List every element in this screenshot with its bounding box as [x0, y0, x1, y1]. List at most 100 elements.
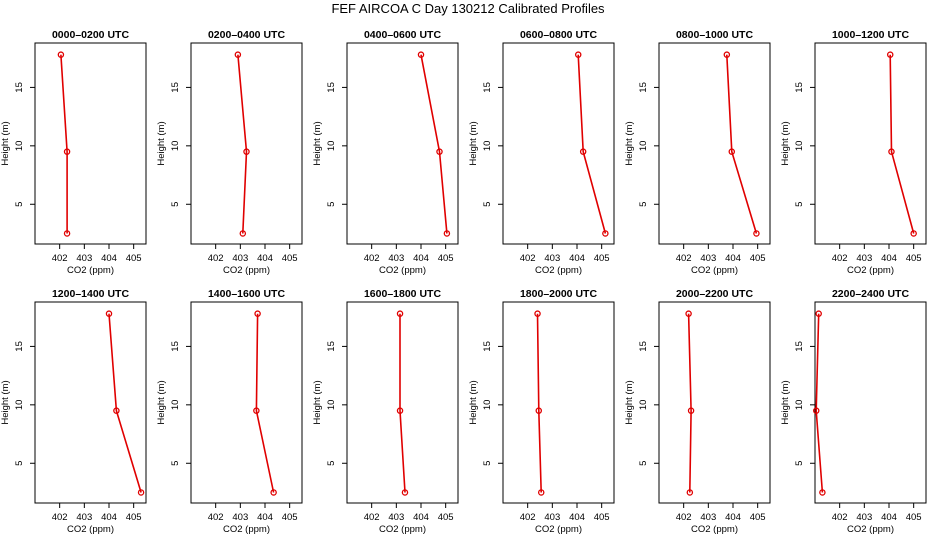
panel-title: 1400–1600 UTC [208, 288, 285, 300]
x-tick-label: 403 [700, 512, 716, 523]
panel-2: 0200–0400 UTC 402 403 404 405 5 10 15 CO2 (ppm) H… [156, 29, 303, 276]
x-tick-label: 405 [594, 512, 610, 523]
x-tick-label: 404 [569, 512, 585, 523]
x-tick-label: 402 [676, 253, 692, 264]
x-tick-label: 404 [569, 253, 585, 264]
plot-frame [658, 42, 771, 245]
panel-title: 1000–1200 UTC [832, 29, 909, 41]
panel-11: 2000–2200 UTC 402 403 404 405 5 10 15 CO2 (ppm) H… [624, 288, 771, 535]
x-tick-label: 405 [906, 253, 922, 264]
x-tick-label: 404 [413, 512, 429, 523]
panel-title: 0600–0800 UTC [520, 29, 597, 41]
y-axis-label: Height (m) [624, 121, 635, 165]
plot-frame [814, 42, 927, 245]
x-axis-label: CO2 (ppm) [847, 265, 894, 276]
plot-frame [34, 42, 147, 245]
x-tick-label: 404 [101, 253, 117, 264]
profile-point [396, 310, 404, 317]
x-tick-label: 402 [52, 253, 68, 264]
y-axis-label: Height (m) [624, 380, 635, 424]
panel-title: 0000–0200 UTC [52, 29, 129, 41]
x-tick-label: 405 [126, 253, 142, 264]
profile-point [254, 310, 261, 317]
profile-line [420, 54, 448, 234]
y-tick-label: 15 [638, 82, 649, 93]
panel-9: 1600–1800 UTC 402 403 404 405 5 10 15 CO2 (ppm) H… [312, 288, 459, 535]
plot-frame [34, 301, 147, 504]
plot-frame [502, 42, 615, 245]
profile-line [108, 313, 142, 493]
y-tick-label: 10 [794, 400, 805, 411]
profile-point [63, 148, 71, 155]
y-axis-label: Height (m) [156, 380, 167, 424]
profile-line [726, 54, 758, 234]
figure-title: FEF AIRCOA C Day 130212 Calibrated Profi… [331, 1, 605, 16]
profile-point [534, 310, 541, 317]
y-tick-label: 15 [170, 341, 181, 352]
x-tick-label: 404 [725, 253, 741, 264]
y-tick-label: 15 [326, 341, 337, 352]
x-tick-label: 405 [906, 512, 922, 523]
y-axis-label: Height (m) [156, 121, 167, 165]
profile-point [243, 148, 250, 155]
x-tick-label: 403 [232, 512, 248, 523]
profile-point [815, 310, 822, 317]
x-tick-label: 403 [700, 253, 716, 264]
x-tick-label: 402 [520, 253, 536, 264]
profile-point [723, 51, 731, 58]
profile-point [137, 489, 145, 496]
x-tick-label: 402 [208, 253, 224, 264]
x-axis-label: CO2 (ppm) [535, 524, 582, 535]
panel-5: 0800–1000 UTC 402 403 404 405 5 10 15 CO2 (ppm) H… [624, 29, 771, 276]
profile-point [63, 230, 71, 237]
y-tick-label: 15 [14, 82, 25, 93]
x-tick-label: 405 [750, 253, 766, 264]
y-tick-label: 10 [170, 141, 181, 152]
x-axis-label: CO2 (ppm) [223, 524, 270, 535]
x-axis-label: CO2 (ppm) [379, 524, 426, 535]
profile-point [728, 148, 736, 155]
panel-6: 1000–1200 UTC 402 403 404 405 5 10 15 CO2 (ppm) H… [780, 29, 927, 276]
y-tick-label: 15 [482, 82, 493, 93]
y-tick-label: 10 [14, 141, 25, 152]
y-tick-label: 5 [638, 461, 649, 466]
profile-point [401, 489, 409, 496]
profile-point [105, 310, 113, 317]
panel-title: 1800–2000 UTC [520, 288, 597, 300]
y-tick-label: 10 [170, 400, 181, 411]
y-tick-label: 10 [482, 141, 493, 152]
y-tick-label: 10 [638, 141, 649, 152]
profile-line [815, 313, 824, 493]
panel-title: 2200–2400 UTC [832, 288, 909, 300]
plot-frame [658, 301, 771, 504]
profile-point [113, 407, 120, 414]
x-tick-label: 404 [257, 253, 273, 264]
x-tick-label: 402 [364, 253, 380, 264]
y-tick-label: 10 [326, 400, 337, 411]
x-tick-label: 404 [881, 253, 897, 264]
x-tick-label: 402 [52, 512, 68, 523]
y-tick-label: 5 [14, 461, 25, 466]
x-tick-label: 404 [101, 512, 117, 523]
profile-point [685, 310, 692, 317]
x-tick-label: 405 [750, 512, 766, 523]
y-tick-label: 10 [14, 400, 25, 411]
profile-point [537, 489, 545, 496]
panel-10: 1800–2000 UTC 402 403 404 405 5 10 15 CO2 (ppm) H… [468, 288, 615, 535]
plot-frame [346, 301, 459, 504]
x-tick-label: 403 [76, 253, 92, 264]
x-tick-label: 403 [76, 512, 92, 523]
x-tick-label: 402 [208, 512, 224, 523]
y-axis-label: Height (m) [780, 380, 791, 424]
x-tick-label: 404 [413, 253, 429, 264]
x-tick-label: 403 [388, 512, 404, 523]
panel-4: 0600–0800 UTC 402 403 404 405 5 10 15 CO2 (ppm) H… [468, 29, 615, 276]
x-axis-label: CO2 (ppm) [691, 524, 738, 535]
x-tick-label: 405 [126, 512, 142, 523]
x-tick-label: 403 [388, 253, 404, 264]
x-tick-label: 403 [544, 253, 560, 264]
x-tick-label: 405 [438, 512, 454, 523]
profile-line [687, 313, 692, 493]
plot-frame [346, 42, 459, 245]
profile-point [535, 407, 543, 414]
